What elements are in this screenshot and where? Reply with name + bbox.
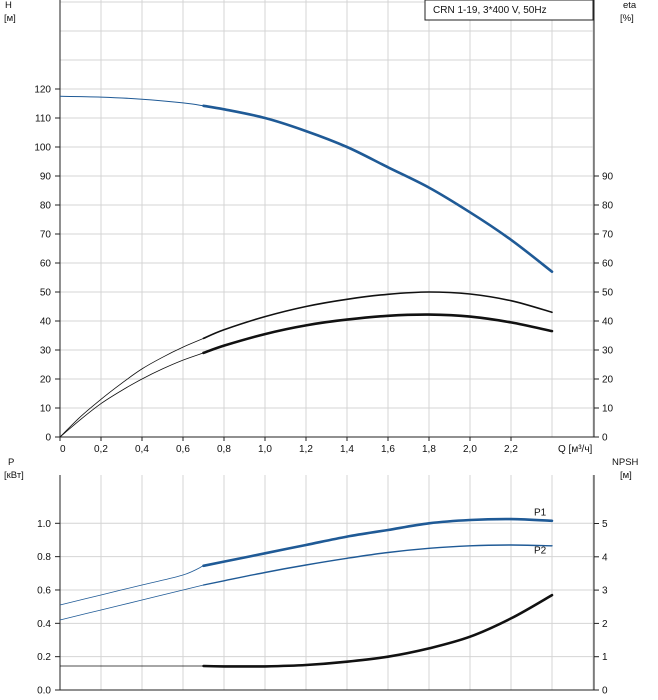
eta-tick-label: 70 — [602, 230, 614, 241]
y-tick-label: 30 — [40, 346, 52, 357]
x-tick-label: 2,2 — [504, 444, 518, 455]
y-tick-label: 100 — [34, 143, 51, 154]
y-tick-label: 70 — [40, 230, 52, 241]
series-label-p2: P2 — [534, 546, 547, 557]
x-tick-label: 0,8 — [217, 444, 231, 455]
y-tick-label: 10 — [40, 404, 52, 415]
x-tick-label: 2,0 — [463, 444, 477, 455]
power-p2-curve-extended — [59, 584, 204, 621]
npsh-curve-duty — [202, 593, 554, 668]
eta-tick-label: 60 — [602, 259, 614, 270]
power-tick-label: 0.2 — [37, 652, 51, 663]
h-axis-unit: [м] — [4, 13, 16, 24]
x-tick-label: 1,4 — [340, 444, 354, 455]
eta-tick-label: 50 — [602, 288, 614, 299]
chart-title: CRN 1-19, 3*400 V, 50Hz — [433, 5, 547, 16]
x-tick-label: 0,2 — [94, 444, 108, 455]
power-tick-label: 0.4 — [37, 619, 51, 630]
power-p1-curve-duty — [202, 517, 554, 568]
y-tick-label: 20 — [40, 375, 52, 386]
power-p2-curve-duty — [202, 544, 553, 586]
efficiency-upper-curve-duty — [202, 291, 553, 340]
y-tick-label: 50 — [40, 288, 52, 299]
eta-tick-label: 10 — [602, 404, 614, 415]
x-tick-label: 0 — [60, 444, 66, 455]
power-axis-label: P — [8, 457, 14, 468]
x-tick-label: 1,6 — [381, 444, 395, 455]
grid-layer — [59, 0, 594, 691]
power-tick-label: 0.0 — [37, 686, 51, 697]
title-box — [424, 0, 594, 21]
npsh-tick-label: 3 — [602, 586, 608, 597]
axis-layer — [55, 0, 599, 691]
power-axis-unit: [кВт] — [4, 470, 24, 481]
power-tick-label: 1.0 — [37, 519, 51, 530]
y-tick-label: 120 — [34, 85, 51, 96]
efficiency-lower-curve-extended — [59, 352, 204, 438]
head-curve-duty — [202, 104, 554, 273]
h-axis-label: H — [5, 0, 12, 11]
eta-tick-label: 90 — [602, 172, 614, 183]
npsh-tick-label: 0 — [602, 686, 608, 697]
eta-tick-label: 40 — [602, 317, 614, 328]
npsh-axis-label: NPSH — [612, 457, 639, 468]
eta-axis-unit: [%] — [620, 13, 634, 24]
efficiency-lower-curve-duty — [202, 313, 554, 355]
power-tick-label: 0.8 — [37, 552, 51, 563]
x-axis-label: Q [м³/ч] — [558, 444, 593, 455]
x-tick-label: 1,0 — [258, 444, 272, 455]
curve-layer — [59, 95, 554, 668]
y-tick-label: 80 — [40, 201, 52, 212]
y-tick-label: 90 — [40, 172, 52, 183]
label-layer: 0102030405060708090100110120010203040506… — [4, 0, 639, 697]
y-tick-label: 0 — [45, 433, 51, 444]
npsh-axis-unit: [м] — [620, 470, 632, 481]
eta-tick-label: 30 — [602, 346, 614, 357]
x-tick-label: 1,2 — [299, 444, 313, 455]
npsh-tick-label: 5 — [602, 519, 608, 530]
eta-axis-label: eta — [623, 0, 637, 11]
eta-tick-label: 0 — [602, 433, 608, 444]
series-label-p1: P1 — [534, 508, 547, 519]
x-tick-label: 1,8 — [422, 444, 436, 455]
npsh-tick-label: 4 — [602, 552, 608, 563]
eta-tick-label: 20 — [602, 375, 614, 386]
eta-tick-label: 80 — [602, 201, 614, 212]
head-curve-extended — [59, 95, 204, 107]
x-tick-label: 0,6 — [176, 444, 190, 455]
power-p1-curve-extended — [59, 565, 204, 606]
x-tick-label: 0,4 — [135, 444, 149, 455]
power-tick-label: 0.6 — [37, 585, 51, 596]
npsh-tick-label: 2 — [602, 619, 608, 630]
y-tick-label: 40 — [40, 317, 52, 328]
y-tick-label: 60 — [40, 259, 52, 270]
y-tick-label: 110 — [35, 114, 51, 125]
npsh-tick-label: 1 — [602, 652, 608, 663]
efficiency-upper-curve-extended — [59, 338, 204, 438]
